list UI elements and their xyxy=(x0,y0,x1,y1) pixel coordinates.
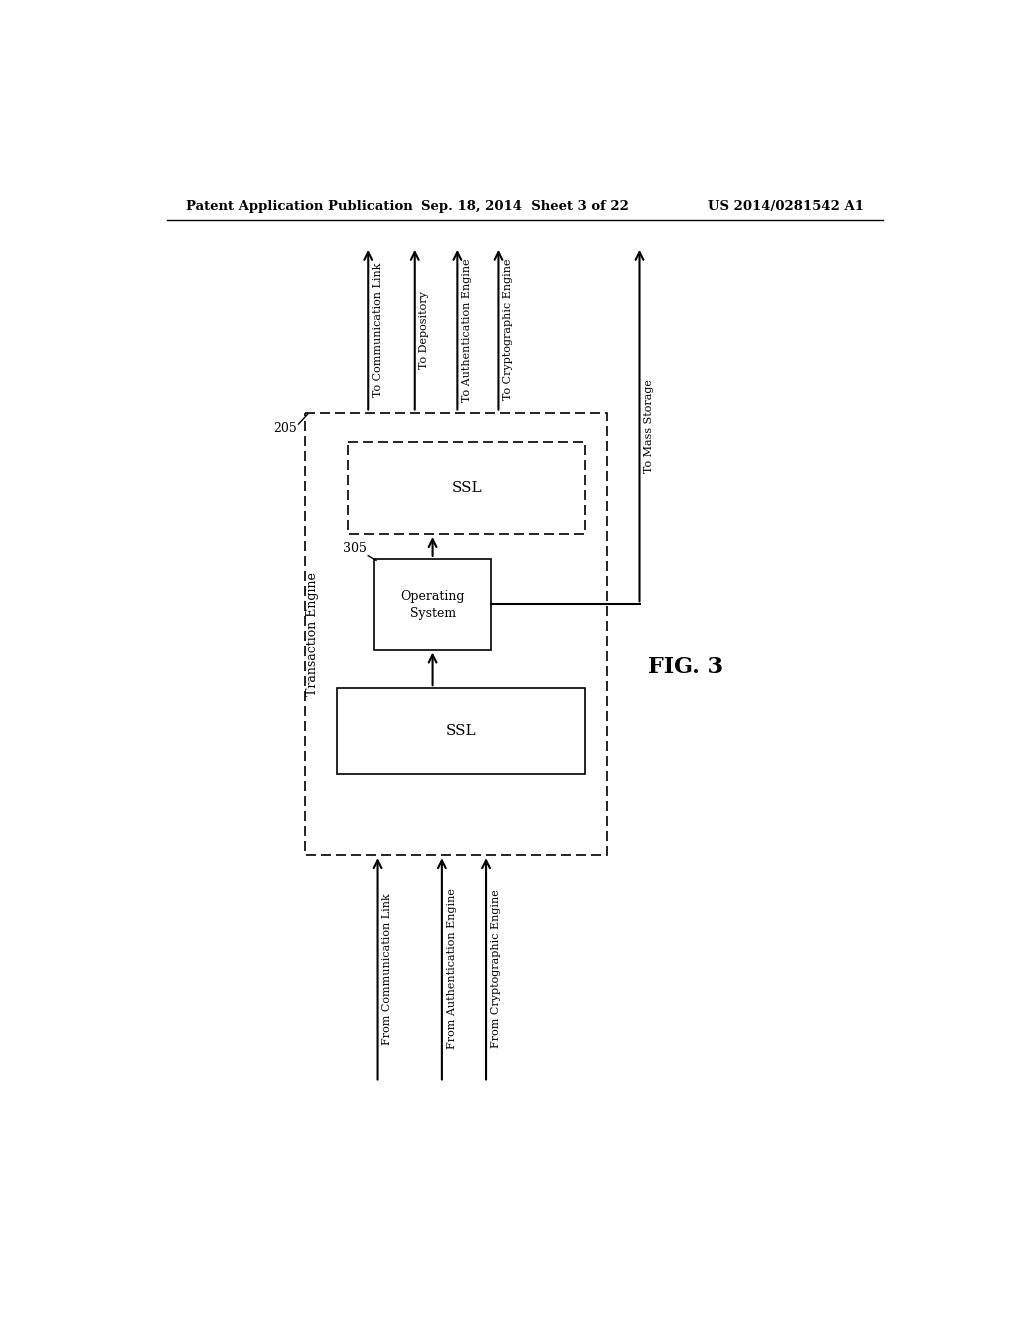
Text: Patent Application Publication: Patent Application Publication xyxy=(186,199,413,213)
Text: From Communication Link: From Communication Link xyxy=(382,892,392,1044)
Text: SSL: SSL xyxy=(445,725,476,738)
Text: From Authentication Engine: From Authentication Engine xyxy=(446,888,457,1049)
Bar xyxy=(305,412,607,855)
Text: 305: 305 xyxy=(343,543,367,554)
Text: FIG. 3: FIG. 3 xyxy=(648,656,724,677)
Text: To Authentication Engine: To Authentication Engine xyxy=(462,257,472,401)
Text: From Cryptographic Engine: From Cryptographic Engine xyxy=(490,890,501,1048)
Text: Transaction Engine: Transaction Engine xyxy=(306,572,318,696)
Text: To Communication Link: To Communication Link xyxy=(373,263,383,397)
Text: Operating: Operating xyxy=(400,590,465,603)
Text: To Depository: To Depository xyxy=(420,290,429,368)
Text: US 2014/0281542 A1: US 2014/0281542 A1 xyxy=(709,199,864,213)
Text: SSL: SSL xyxy=(452,480,482,495)
Text: To Cryptographic Engine: To Cryptographic Engine xyxy=(503,259,513,400)
Bar xyxy=(337,688,586,775)
Bar xyxy=(348,442,586,535)
Text: To Mass Storage: To Mass Storage xyxy=(644,379,654,473)
Text: Sep. 18, 2014  Sheet 3 of 22: Sep. 18, 2014 Sheet 3 of 22 xyxy=(421,199,629,213)
Text: System: System xyxy=(410,607,456,620)
Text: 205: 205 xyxy=(273,422,297,434)
Bar xyxy=(375,558,490,649)
